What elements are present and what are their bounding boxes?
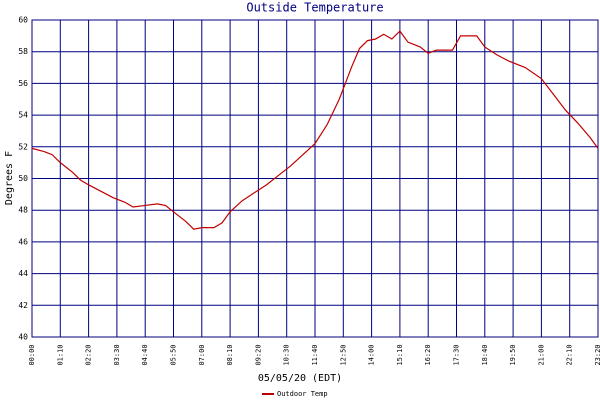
y-tick-label: 48 [18,206,28,215]
y-tick-label: 52 [18,142,28,151]
x-tick-label: 04:40 [141,344,149,365]
y-tick-label: 54 [18,111,28,120]
x-axis-label: 05/05/20 (EDT) [258,373,342,384]
x-tick-label: 08:10 [226,344,234,365]
x-tick-label: 22:10 [566,344,574,365]
x-tick-label: 19:50 [509,344,517,365]
y-axis-label: Degrees F [4,151,15,205]
x-tick-label: 01:10 [56,344,64,365]
x-tick-label: 10:30 [283,344,291,365]
x-tick-label: 14:00 [368,344,376,365]
x-tick-label: 15:10 [396,344,404,365]
y-tick-label: 56 [18,79,28,88]
x-tick-label: 18:40 [481,344,489,365]
y-tick-label: 46 [18,237,28,246]
x-tick-label: 17:30 [453,344,461,365]
x-tick-label: 11:40 [311,344,319,365]
y-tick-label: 50 [18,174,28,183]
x-tick-label: 02:20 [85,344,93,365]
chart-title: Outside Temperature [246,1,383,15]
y-tick-label: 60 [18,16,28,25]
x-tick-label: 05:50 [170,344,178,365]
y-tick-label: 42 [18,301,28,310]
x-tick-label: 12:50 [339,344,347,365]
x-tick-label: 03:30 [113,344,121,365]
x-tick-label: 16:20 [424,344,432,365]
x-tick-label: 00:00 [28,344,36,365]
x-tick-label: 21:00 [537,344,545,365]
data-line [31,30,599,230]
y-tick-label: 44 [18,269,28,278]
x-tick-label: 23:20 [594,344,600,365]
y-tick-label: 40 [18,333,28,342]
legend-label: Outdoor Temp [277,390,328,398]
x-tick-label: 09:20 [254,344,262,365]
x-tick-label: 07:00 [198,344,206,365]
y-tick-label: 58 [18,47,28,56]
